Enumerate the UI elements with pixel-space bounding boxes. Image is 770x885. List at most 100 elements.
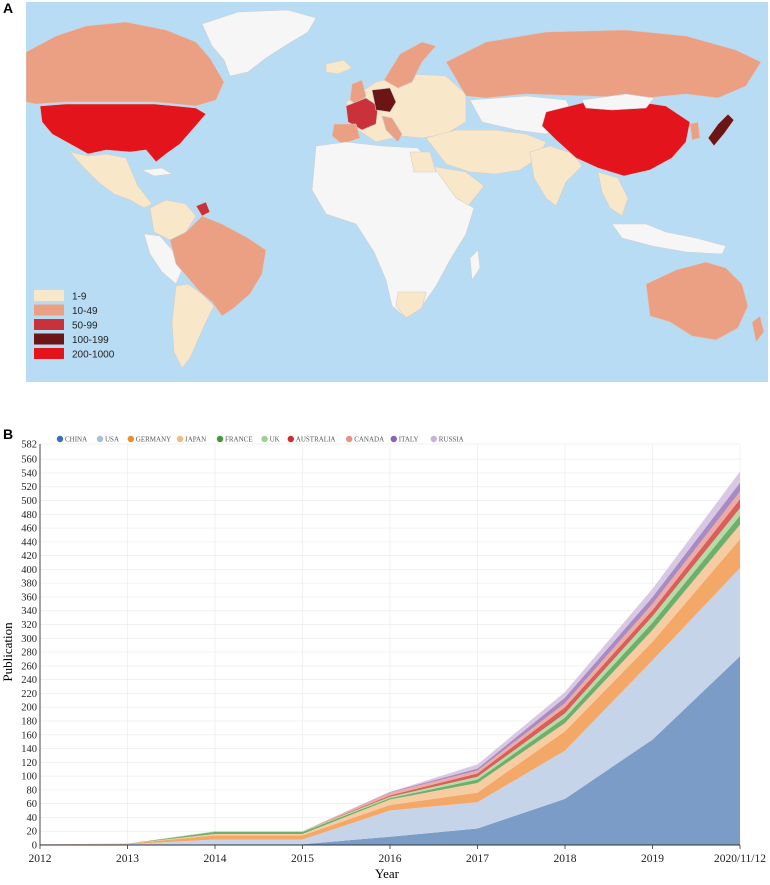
y-tick-label: 0 <box>32 841 37 852</box>
y-tick-label: 320 <box>21 620 37 631</box>
country-sweden <box>383 41 437 89</box>
country-france <box>345 97 379 131</box>
y-tick-label: 140 <box>21 744 37 755</box>
country-korea <box>689 121 701 141</box>
y-tick-label: 400 <box>21 565 37 576</box>
legend-label: ITALY <box>399 436 419 444</box>
legend-label: USA <box>105 436 119 444</box>
map-legend-label: 100-199 <box>72 335 109 346</box>
y-tick-label: 340 <box>21 606 37 617</box>
y-tick-label: 280 <box>21 648 37 659</box>
country-brazil <box>169 215 267 317</box>
y-tick-label: 540 <box>21 468 37 479</box>
country-india <box>529 145 583 207</box>
legend-label: FRANCE <box>225 436 253 444</box>
world-map-panel: 1-9 10-49 50-99 100-199 200-1000 <box>25 2 768 382</box>
y-tick-label: 300 <box>21 634 37 645</box>
legend-marker <box>430 435 437 443</box>
stacked-area-chart: 0 20 40 60 80 100 120 140 160 180 200 220 240 260 280 3… <box>0 435 766 882</box>
y-tick-label: 160 <box>21 730 37 741</box>
legend-marker <box>216 435 224 443</box>
country-egypt <box>409 151 437 173</box>
map-legend-swatch <box>34 348 64 359</box>
region-africa <box>311 141 475 319</box>
country-japan <box>707 113 735 147</box>
x-tick-label: 2019 <box>641 853 664 865</box>
map-legend-label: 1-9 <box>72 292 87 303</box>
country-south-africa <box>395 291 427 319</box>
country-germany <box>371 87 397 113</box>
map-legend-label: 10-49 <box>72 306 98 317</box>
legend-label: RUSSIA <box>439 436 464 444</box>
legend-marker <box>127 435 134 443</box>
chart-panel: 0 20 40 60 80 100 120 140 160 180 200 220 240 260 280 3… <box>0 430 770 882</box>
x-tick-label: 2012 <box>29 853 52 865</box>
x-tick-label: 2020/11/12 <box>714 853 766 865</box>
region-indonesia <box>611 223 727 255</box>
area-series-uk <box>40 508 740 845</box>
y-tick-label: 440 <box>21 537 37 548</box>
legend-marker <box>56 435 64 443</box>
area-series-france <box>40 515 740 845</box>
country-mongolia <box>581 93 655 111</box>
legend-marker <box>390 435 397 443</box>
region-southeast-asia <box>597 171 629 217</box>
country-usa <box>39 103 207 163</box>
x-tick-label: 2013 <box>116 853 139 865</box>
area-series-australia <box>40 499 740 845</box>
y-tick-label: 80 <box>27 785 38 796</box>
panel-label-b: B <box>3 426 14 442</box>
y-tick-label: 60 <box>27 799 38 810</box>
country-canada <box>25 21 225 107</box>
country-italy <box>381 115 403 143</box>
country-french-guiana <box>195 201 211 217</box>
y-tick-label: 500 <box>21 496 37 507</box>
y-tick-label: 220 <box>21 689 37 700</box>
country-iceland <box>325 59 353 75</box>
legend-label: GERMANY <box>136 436 171 444</box>
map-legend-swatch <box>34 319 64 330</box>
y-tick-label: 200 <box>21 703 37 714</box>
country-peru <box>143 233 183 285</box>
y-tick-label: 240 <box>21 675 37 686</box>
y-tick-label: 582 <box>21 440 37 451</box>
legend-marker <box>287 435 294 443</box>
x-tick-label: 2017 <box>466 853 489 865</box>
country-australia <box>645 261 749 341</box>
y-tick-label: 380 <box>21 579 37 590</box>
y-tick-label: 180 <box>21 716 37 727</box>
x-tick-label: 2018 <box>554 853 577 865</box>
map-legend-swatch <box>34 333 64 345</box>
y-tick-label: 560 <box>21 455 37 466</box>
country-spain <box>331 123 361 145</box>
y-tick-label: 460 <box>21 524 37 535</box>
chart-legend: CHINA USA GERMANY JAPAN FRANCE UK AUSTRALIA CAN… <box>56 435 464 444</box>
x-tick-label: 2014 <box>204 853 227 865</box>
country-new-zealand <box>751 315 765 343</box>
panel-label-a: A <box>3 0 14 16</box>
y-tick-label: 360 <box>21 592 37 603</box>
legend-label: AUSTRALIA <box>296 436 336 444</box>
y-tick-label: 480 <box>21 510 37 521</box>
y-tick-label: 260 <box>21 661 37 672</box>
map-legend: 1-9 10-49 50-99 100-199 200-1000 <box>34 290 115 361</box>
area-series-usa <box>40 568 740 845</box>
world-map: 1-9 10-49 50-99 100-199 200-1000 <box>25 2 768 382</box>
map-legend-swatch <box>34 304 64 316</box>
map-legend-label: 200-1000 <box>72 350 115 361</box>
country-russia <box>445 29 762 99</box>
legend-marker <box>176 435 184 443</box>
area-series-china <box>40 656 740 845</box>
legend-marker <box>346 435 353 443</box>
country-greenland <box>201 9 317 77</box>
y-tick-label: 120 <box>21 758 37 769</box>
area-series-canada <box>40 491 740 845</box>
y-tick-label: 520 <box>21 482 37 493</box>
country-cuba <box>140 167 173 177</box>
legend-label: UK <box>270 436 280 444</box>
country-colombia <box>149 199 197 241</box>
area-layer <box>40 471 740 845</box>
y-tick-label: 20 <box>27 827 38 838</box>
legend-marker <box>261 435 268 443</box>
country-argentina <box>171 283 215 369</box>
